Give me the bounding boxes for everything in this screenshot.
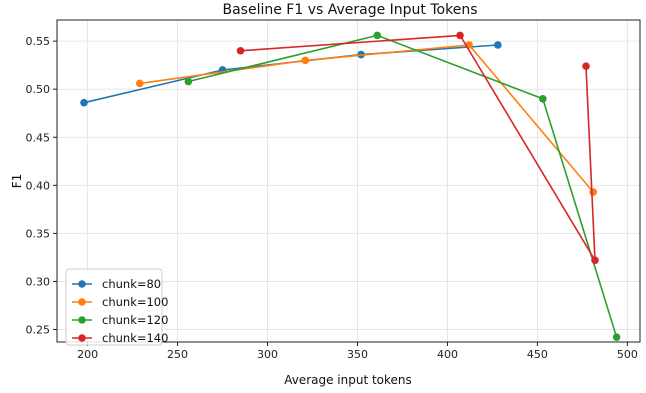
legend-box (65, 268, 163, 346)
y-tick-label: 0.45 (26, 131, 51, 144)
data-point (184, 77, 193, 86)
legend-item: chunk=140 (72, 331, 168, 345)
plot-frame (56, 19, 641, 343)
data-point (582, 62, 590, 70)
y-tick-label: 0.40 (26, 179, 51, 192)
legend-marker (78, 298, 86, 306)
x-tick-label: 500 (617, 348, 638, 361)
legend-label: chunk=120 (102, 313, 168, 327)
data-point (589, 188, 598, 196)
legend-item: chunk=80 (72, 277, 161, 291)
data-point (301, 56, 310, 65)
data-point (456, 31, 464, 40)
series-layer (80, 31, 621, 341)
x-axis-label: Average input tokens (284, 373, 412, 387)
series-chunk-140 (236, 31, 599, 265)
y-tick-label: 0.35 (26, 227, 51, 240)
series-chunk-80 (80, 41, 502, 107)
chart-title: Baseline F1 vs Average Input Tokens (222, 2, 477, 18)
y-tick-label: 0.55 (26, 35, 51, 48)
legend: chunk=80 chunk=100 chunk=120 chunk=140 (65, 268, 168, 346)
x-tick-label: 400 (437, 348, 458, 361)
y-tick-label: 0.50 (26, 83, 51, 96)
legend-item: chunk=120 (72, 313, 168, 327)
series-chunk-120 (184, 31, 621, 341)
series-line (83, 44, 498, 104)
x-tick-label: 450 (527, 348, 548, 361)
legend-marker (78, 316, 86, 324)
x-tick-label: 250 (167, 348, 188, 361)
data-point (539, 95, 547, 103)
legend-marker (78, 280, 86, 288)
legend-label: chunk=140 (102, 331, 168, 345)
x-tick-label: 300 (257, 348, 278, 361)
y-axis-label: F1 (10, 174, 24, 189)
data-point (373, 31, 382, 40)
series-line (188, 34, 618, 338)
series-chunk-100 (135, 41, 598, 196)
x-tick-label: 350 (347, 348, 368, 361)
legend-marker (78, 334, 86, 342)
data-point (80, 98, 88, 107)
data-point (494, 41, 502, 49)
axis-ticks: 200 250 300 350 400 450 500 0.25 0.30 0.35 0.40 0.4… (26, 35, 638, 361)
legend-label: chunk=80 (102, 277, 161, 291)
x-tick-label: 200 (77, 348, 98, 361)
data-point (236, 46, 245, 55)
data-point (135, 79, 144, 88)
legend-label: chunk=100 (102, 295, 168, 309)
y-tick-label: 0.25 (26, 324, 51, 337)
series-line (240, 34, 596, 262)
series-line (139, 44, 594, 193)
data-point (591, 256, 599, 265)
data-point (612, 333, 621, 341)
y-tick-label: 0.30 (26, 275, 51, 288)
legend-item: chunk=100 (72, 295, 168, 309)
grid (57, 20, 640, 342)
